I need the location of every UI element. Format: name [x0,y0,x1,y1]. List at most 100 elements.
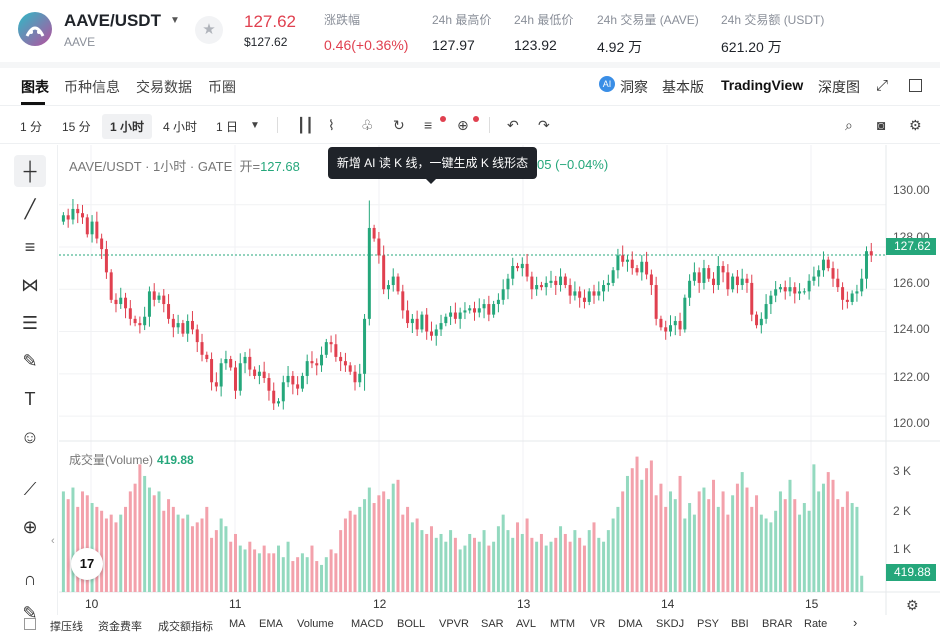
zoom-icon[interactable]: ⊕ [22,517,38,537]
indicator-1[interactable]: 资金费率 [98,621,142,633]
volume-bar [845,491,849,592]
horizontal-lines-icon[interactable]: ≡ [24,237,36,257]
tradingview-logo[interactable]: 17 [71,548,103,580]
candlestick-chart[interactable] [59,145,940,615]
chevron-left-icon[interactable]: ‹ [51,535,55,547]
tab-tradingview[interactable]: TradingView [721,77,804,93]
volume-bar [66,499,70,592]
indicator-10[interactable]: AVL [516,618,536,630]
candle-body [348,365,352,372]
add-icon[interactable]: ⊕ [457,117,469,133]
brush-icon[interactable]: ✎ [22,351,38,371]
indicator-0[interactable]: 撑压线 [50,621,83,633]
tab-depth[interactable]: 深度图 [818,79,860,95]
volume-bar [511,537,515,592]
star-icon[interactable]: ★ [195,16,223,44]
undo-icon[interactable]: ↶ [507,117,519,133]
emoji-icon[interactable]: ☺ [20,427,40,447]
volume-bar [616,506,620,592]
interval-1d[interactable]: 1 日 [216,120,239,134]
settings-icon[interactable]: ⚙ [906,597,919,613]
indicator-17[interactable]: BRAR [762,618,793,630]
checkbox[interactable] [24,618,36,630]
fib-icon[interactable]: ☰ [21,313,39,333]
replay-icon[interactable]: ↻ [393,117,405,133]
indicator-8[interactable]: VPVR [439,618,469,630]
tab-basic[interactable]: 基本版 [662,79,704,95]
search-icon[interactable]: ⌕ [845,117,853,133]
expand-icon[interactable]: ⤢ [876,77,889,94]
pattern-icon[interactable]: ⋈ [21,275,39,295]
indicator-4[interactable]: EMA [259,618,283,630]
tab-trade-data[interactable]: 交易数据 [136,79,192,95]
indicator-icon[interactable]: ⌇ [328,117,335,133]
volume-bar [630,468,634,592]
indicator-14[interactable]: SKDJ [656,618,685,630]
trendline-icon[interactable]: ╱ [24,199,36,219]
volume-bar [520,533,524,592]
volume-bar [186,514,190,592]
chevron-down-icon[interactable]: ▼ [250,120,260,131]
volume-bar [774,510,778,592]
candle-body [339,356,343,362]
candle-body [157,295,161,300]
candle-body [755,314,759,326]
chevron-down-icon[interactable]: ▼ [170,15,180,26]
volume-bar [707,499,711,592]
indicator-7[interactable]: BOLL [397,618,426,630]
tab-community[interactable]: 币圈 [208,79,236,95]
chevron-right-icon[interactable]: › [853,615,858,630]
indicator-16[interactable]: BBI [731,618,749,630]
indicator-15[interactable]: PSY [697,618,720,630]
magnet-icon[interactable]: ∩ [23,569,37,589]
stat-volume: 24h 交易量 (AAVE) 4.92 万 [597,13,699,55]
candle-body [162,295,166,305]
volume-bar [712,479,716,592]
gear-icon[interactable]: ⚙ [909,117,922,133]
indicator-2[interactable]: 成交额指标 [158,621,213,633]
ruler-icon[interactable]: ⟋ [23,479,37,499]
candle-body [463,310,467,313]
candle-body [444,316,448,324]
indicator-12[interactable]: VR [590,618,606,630]
candle-body [100,238,104,250]
ai-pattern-icon[interactable]: ≡ [424,117,433,133]
stat-low: 24h 最低价 123.92 [514,13,574,53]
indicator-6[interactable]: MACD [351,618,384,630]
crosshair-icon[interactable]: ┼ [14,155,46,187]
tab-dongcha[interactable]: 洞察 [620,79,648,95]
interval-1h[interactable]: 1 小时 [102,114,153,139]
volume-bar [716,506,720,592]
redo-icon[interactable]: ↷ [538,117,550,133]
indicator-3[interactable]: MA [229,618,246,630]
interval-4h[interactable]: 4 小时 [163,120,198,134]
indicator-9[interactable]: SAR [481,618,504,630]
candle-type-icon[interactable]: ┃┃ [297,117,314,133]
candle-body [845,299,849,302]
tab-chart[interactable]: 图表 [21,79,49,95]
text-icon[interactable]: T [24,389,36,409]
volume-bar [692,514,696,592]
tab-coin-info[interactable]: 币种信息 [64,79,120,95]
candle-body [602,285,606,292]
volume-bar [668,491,672,592]
window-icon[interactable] [909,79,922,92]
x-tick: 10 [85,597,99,611]
candle-body [415,318,419,330]
candle-body [688,280,692,298]
interval-15m[interactable]: 15 分 [62,120,91,134]
interval-1m[interactable]: 1 分 [20,120,43,134]
indicator-11[interactable]: MTM [550,618,576,630]
indicator-5[interactable]: Volume [297,618,334,630]
alert-icon[interactable]: ♧ [361,117,374,133]
chart-area[interactable]: AAVE/USDT · 1小时 · GATE 开=127.68 成交量(Volu… [59,145,940,615]
candle-body [253,369,257,376]
pair-name[interactable]: AAVE/USDT [64,11,161,30]
candle-body [429,331,433,336]
camera-icon[interactable]: ◙ [877,117,886,133]
volume-bar [649,460,653,592]
volume-bar [262,545,266,592]
indicator-18[interactable]: Rate [804,618,828,630]
notification-dot [440,116,446,122]
indicator-13[interactable]: DMA [618,618,643,630]
